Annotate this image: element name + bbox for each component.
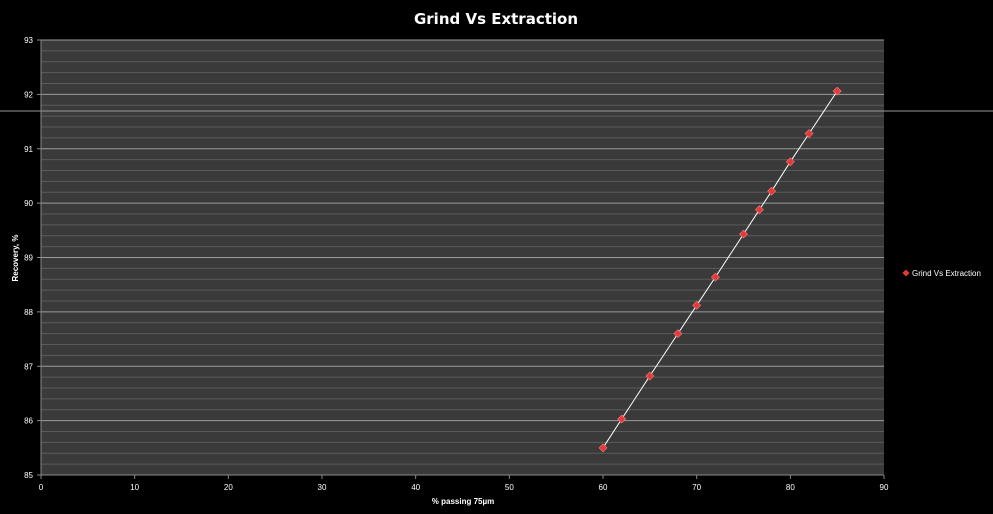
data-point [785, 157, 795, 167]
x-tick-labels: 0 10 20 30 40 50 60 70 80 90 [39, 475, 889, 492]
x-tick-label: 20 [224, 483, 233, 492]
y-tick-label: 93 [24, 36, 33, 45]
minor-gridlines [41, 50, 884, 465]
data-point [598, 443, 608, 453]
y-tick-label: 85 [24, 471, 33, 480]
data-point [832, 86, 842, 96]
data-point [739, 229, 748, 239]
data-point [673, 329, 683, 339]
data-point [754, 205, 764, 215]
x-tick-label: 10 [130, 483, 139, 492]
x-tick-label: 40 [411, 483, 420, 492]
series-layer [598, 86, 842, 453]
legend-marker [902, 269, 910, 277]
data-point [767, 186, 777, 196]
data-point [692, 300, 702, 310]
x-tick-label: 0 [39, 483, 44, 492]
chart-title: Grind Vs Extraction [414, 10, 578, 28]
data-point [645, 371, 655, 381]
data-point [804, 129, 814, 138]
x-tick-label: 80 [786, 483, 795, 492]
legend-label: Grind Vs Extraction [912, 269, 981, 278]
y-tick-labels: 85 86 87 88 89 90 91 92 93 [24, 36, 41, 480]
legend: Grind Vs Extraction [902, 269, 981, 278]
y-tick-label: 86 [24, 417, 33, 426]
y-tick-label: 92 [24, 90, 33, 99]
x-tick-label: 50 [505, 483, 514, 492]
y-tick-label: 90 [24, 199, 33, 208]
x-tick-label: 90 [880, 483, 889, 492]
x-tick-label: 30 [318, 483, 327, 492]
x-tick-label: 60 [599, 483, 608, 492]
x-tick-label: 70 [692, 483, 701, 492]
y-tick-label: 89 [24, 254, 33, 263]
y-axis-label: Recovery, % [11, 235, 20, 282]
series-line [602, 90, 838, 449]
data-point [710, 272, 720, 282]
y-tick-label: 91 [24, 145, 33, 154]
major-gridlines [41, 39, 884, 422]
y-tick-label: 87 [24, 362, 33, 371]
y-tick-label: 88 [24, 308, 33, 317]
data-point [617, 414, 627, 424]
x-axis-label: % passing 75µm [432, 497, 494, 506]
